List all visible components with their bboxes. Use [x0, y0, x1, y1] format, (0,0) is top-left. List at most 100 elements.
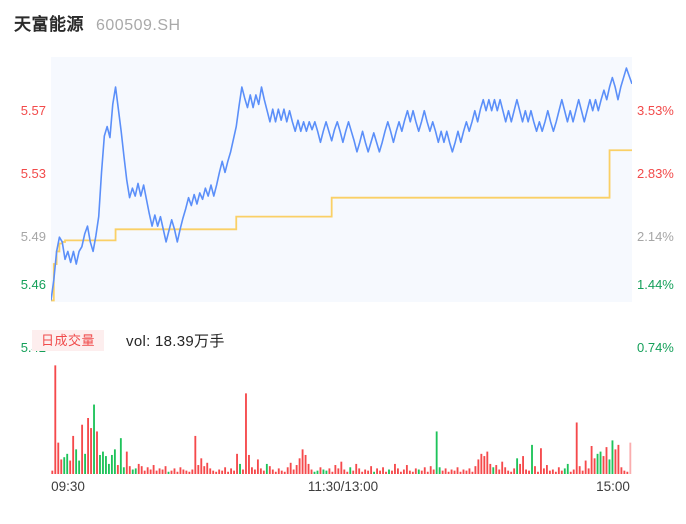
- volume-bar: [346, 471, 349, 474]
- volume-bar: [364, 469, 367, 474]
- volume-bar: [179, 467, 182, 474]
- percent-axis-tick-right: 0.74%: [637, 340, 674, 355]
- volume-bar: [593, 458, 596, 474]
- volume-bar: [268, 466, 271, 474]
- volume-bar: [203, 466, 206, 474]
- volume-bar: [388, 469, 390, 474]
- volume-bar: [504, 467, 507, 474]
- volume-bar: [125, 451, 128, 474]
- volume-bar: [137, 463, 140, 474]
- volume-bar: [584, 460, 587, 474]
- volume-bar: [158, 468, 161, 474]
- volume-bar: [212, 470, 215, 474]
- price-axis-tick-left: 5.57: [20, 102, 46, 118]
- volume-bar: [370, 466, 373, 474]
- average-price-line: [51, 149, 632, 302]
- volume-bar: [501, 461, 504, 474]
- volume-bar: [248, 454, 250, 474]
- volume-bar: [462, 469, 465, 474]
- volume-bar: [489, 463, 492, 474]
- volume-chart-panel[interactable]: 日成交量 vol: 18.39万手 09:30 11:30/13:00 15:00: [0, 320, 686, 524]
- volume-bar: [513, 468, 516, 474]
- volume-bar: [492, 467, 495, 474]
- volume-bar: [438, 467, 441, 474]
- volume-bar: [355, 463, 358, 474]
- price-chart-panel[interactable]: 5.575.535.495.465.42 3.53%2.83%2.14%1.44…: [0, 45, 686, 354]
- price-line: [51, 67, 632, 301]
- volume-plot-area[interactable]: [51, 362, 632, 474]
- volume-bar: [540, 448, 542, 474]
- volume-bar: [93, 404, 95, 474]
- volume-bar: [519, 463, 522, 474]
- volume-bar: [69, 460, 72, 474]
- volume-bar: [361, 471, 364, 474]
- volume-bar: [525, 469, 527, 474]
- volume-bar: [182, 469, 185, 474]
- volume-bar: [402, 469, 405, 474]
- volume-bar: [405, 465, 408, 474]
- volume-bar: [134, 468, 137, 474]
- volume-bar: [191, 469, 194, 474]
- volume-bar: [423, 467, 426, 474]
- volume-bar: [152, 465, 155, 474]
- volume-bar: [298, 458, 301, 474]
- volume-bar: [537, 471, 539, 474]
- volume-bar: [113, 449, 116, 474]
- volume-bar: [611, 440, 614, 474]
- volume-bar: [420, 470, 423, 474]
- volume-bar: [322, 469, 325, 474]
- volume-bar: [411, 471, 414, 474]
- volume-bar: [394, 463, 396, 474]
- percent-axis-tick-right: 2.14%: [637, 229, 674, 245]
- chart-header: 天富能源 600509.SH: [14, 10, 181, 35]
- volume-bar: [447, 471, 450, 474]
- volume-bar: [334, 465, 337, 474]
- volume-bar: [614, 449, 617, 474]
- volume-bar: [81, 424, 84, 474]
- volume-bar: [200, 458, 203, 474]
- volume-bar: [495, 465, 498, 474]
- volume-bar: [304, 454, 307, 474]
- volume-bar: [242, 469, 244, 474]
- stock-name: 天富能源: [14, 15, 84, 34]
- volume-bar: [251, 467, 253, 474]
- volume-bar: [227, 471, 230, 474]
- volume-bar: [376, 468, 378, 474]
- volume-bar: [72, 435, 75, 474]
- volume-badge[interactable]: 日成交量: [32, 330, 105, 351]
- volume-bar: [253, 469, 256, 474]
- volume-bar: [84, 453, 87, 474]
- volume-bar: [340, 461, 343, 474]
- volume-bar: [417, 469, 420, 474]
- volume-bar: [572, 469, 575, 474]
- volume-bar: [265, 463, 268, 474]
- volume-bar: [569, 471, 572, 474]
- price-plot-area[interactable]: [51, 57, 632, 302]
- volume-bar: [465, 470, 468, 474]
- volume-bar: [557, 467, 560, 474]
- price-axis-tick-left: 5.53: [20, 166, 46, 182]
- volume-bar: [397, 468, 399, 474]
- volume-bar: [256, 459, 259, 474]
- volume-bar: [551, 469, 554, 474]
- volume-bar: [122, 467, 125, 474]
- volume-bar: [548, 470, 551, 474]
- volume-bar: [459, 471, 462, 474]
- volume-bar: [373, 471, 376, 474]
- volume-bar: [131, 469, 134, 474]
- volume-bar: [280, 470, 283, 474]
- volume-bar: [623, 470, 626, 474]
- volume-bar: [575, 422, 578, 474]
- volume-bar: [313, 471, 316, 474]
- volume-bar: [578, 466, 581, 474]
- volume-bar: [545, 465, 548, 474]
- volume-bar: [161, 469, 164, 474]
- percent-axis-tick-right: 3.53%: [637, 102, 674, 118]
- volume-bar: [444, 468, 447, 474]
- volume-bar: [108, 463, 110, 474]
- time-axis-tick: 11:30/13:00: [307, 479, 379, 494]
- volume-bar: [432, 469, 435, 474]
- volume-bar: [277, 468, 280, 474]
- volume-bar: [563, 468, 566, 474]
- volume-bar: [560, 470, 563, 474]
